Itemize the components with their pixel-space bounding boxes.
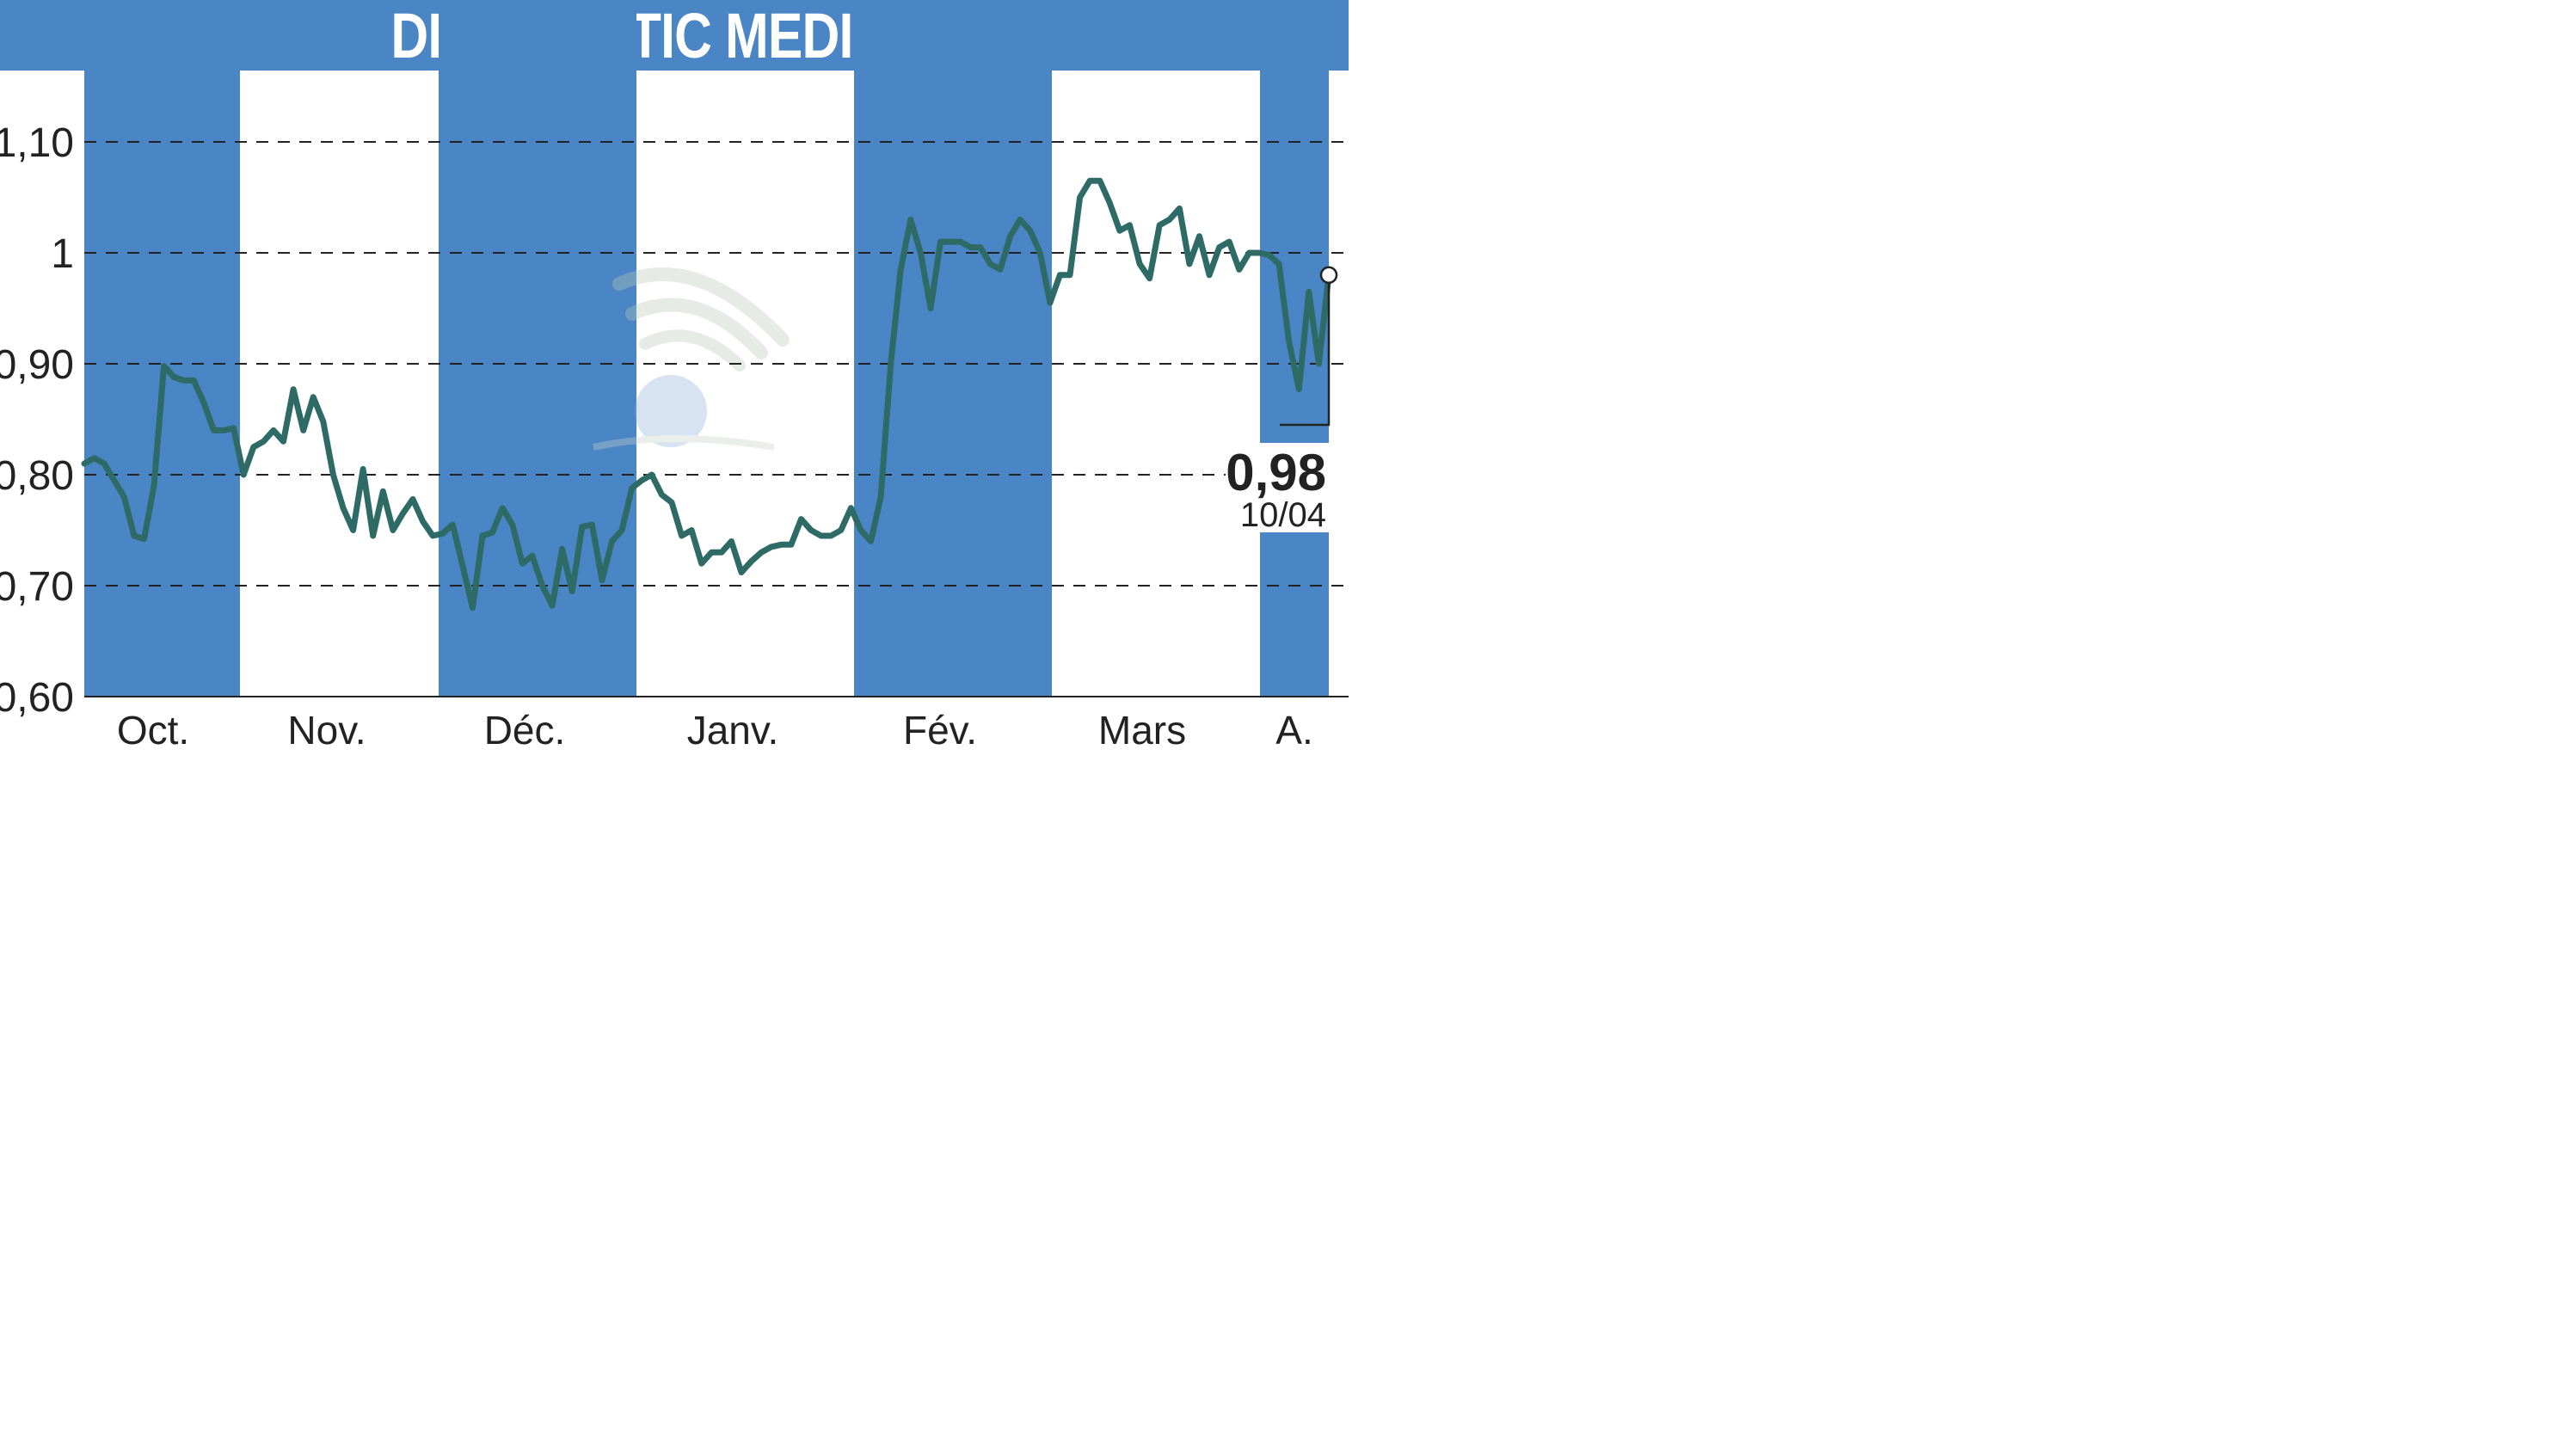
watermark-logo bbox=[593, 267, 790, 451]
month-band-4 bbox=[854, 0, 1052, 697]
last-value-box bbox=[1226, 443, 1346, 532]
price-chart: 1,10 1 0,90 0,80 0,70 0,60 Oct. Nov. Déc. Janv. F… bbox=[0, 0, 1349, 753]
y-tick-label-3: 0,80 bbox=[0, 453, 74, 499]
y-tick-label-0: 1,10 bbox=[0, 120, 74, 166]
last-value-label: 0,98 bbox=[1226, 444, 1326, 501]
y-tick-label-5: 0,60 bbox=[0, 675, 74, 721]
x-axis-ticks: Oct. Nov. Déc. Janv. Fév. Mars A. bbox=[117, 708, 1313, 753]
y-axis-ticks: 1,10 1 0,90 0,80 0,70 0,60 bbox=[0, 120, 74, 721]
y-tick-label-1: 1 bbox=[51, 231, 74, 277]
x-tick-label-5: Mars bbox=[1098, 708, 1186, 753]
x-tick-label-0: Oct. bbox=[117, 708, 189, 753]
x-tick-label-2: Déc. bbox=[484, 708, 566, 753]
x-tick-label-3: Janv. bbox=[687, 708, 779, 753]
x-tick-label-4: Fév. bbox=[903, 708, 977, 753]
month-band-0 bbox=[84, 0, 240, 697]
series-group bbox=[81, 177, 1332, 611]
x-tick-label-6: A. bbox=[1275, 708, 1312, 753]
last-date-label: 10/04 bbox=[1240, 496, 1326, 534]
price-line bbox=[81, 177, 1332, 611]
last-point bbox=[1319, 266, 1338, 285]
y-tick-label-4: 0,70 bbox=[0, 564, 74, 610]
y-tick-label-2: 0,90 bbox=[0, 342, 74, 388]
last-value-leader bbox=[1280, 274, 1331, 427]
x-tick-label-1: Nov. bbox=[287, 708, 366, 753]
